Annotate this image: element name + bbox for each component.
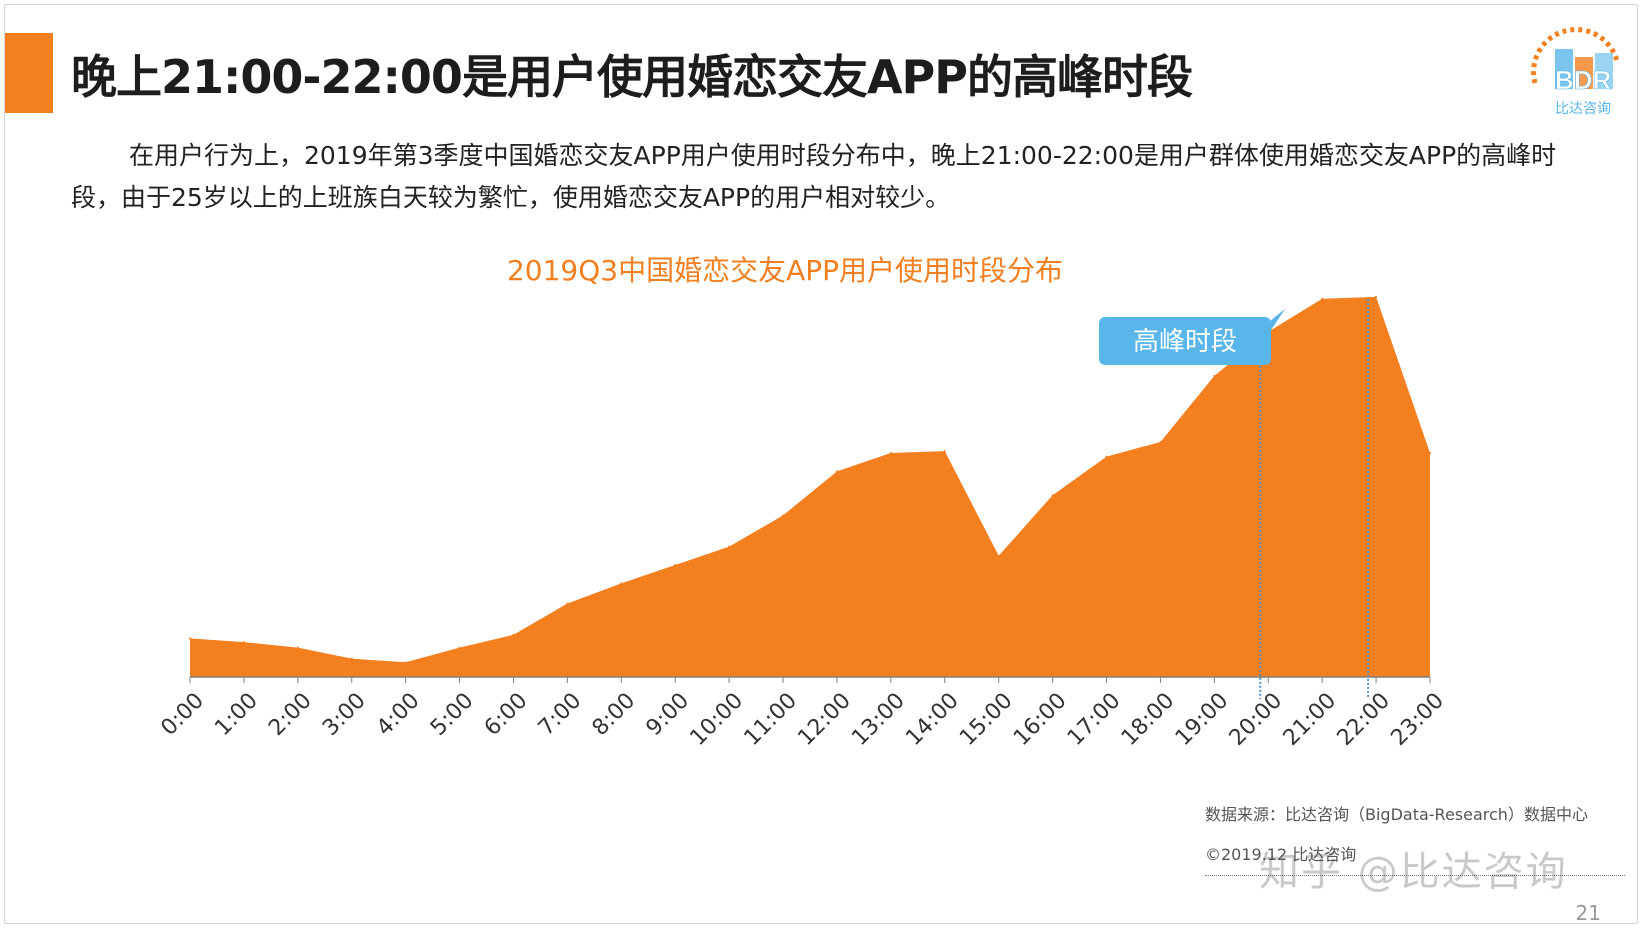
data-point-16	[1051, 494, 1054, 497]
x-tick-label-19: 19:00	[1171, 688, 1234, 751]
area-series	[190, 296, 1430, 677]
data-point-10	[728, 545, 731, 548]
data-point-17	[1105, 455, 1108, 458]
x-tick-label-12: 12:00	[793, 688, 856, 751]
watermark: 知乎 @比达咨询	[1259, 849, 1568, 895]
x-tick-label-1: 1:00	[210, 688, 263, 741]
data-point-1	[242, 641, 245, 644]
logo-text: BDR	[1555, 65, 1612, 95]
data-point-2	[296, 646, 299, 649]
x-tick-label-14: 14:00	[901, 688, 964, 751]
data-point-13	[889, 451, 892, 454]
x-tick-label-22: 22:00	[1333, 688, 1396, 751]
data-point-18	[1159, 440, 1162, 443]
data-point-3	[350, 657, 353, 660]
title-accent-bar	[5, 33, 53, 113]
data-point-4	[404, 661, 407, 664]
data-point-9	[674, 563, 677, 566]
x-tick-label-5: 5:00	[426, 688, 479, 741]
page-title: 晚上21:00-22:00是用户使用婚恋交友APP的高峰时段	[71, 50, 1193, 104]
x-tick-label-16: 16:00	[1009, 688, 1072, 751]
x-tick-label-2: 2:00	[264, 688, 317, 741]
callout-box	[1099, 317, 1271, 365]
footnote-divider	[1205, 875, 1625, 876]
x-tick-label-4: 4:00	[372, 688, 425, 741]
data-point-11	[782, 514, 785, 517]
data-source: 数据来源：比达咨询（BigData-Research）数据中心	[1205, 805, 1588, 824]
x-tick-label-23: 23:00	[1386, 688, 1449, 751]
data-point-15	[997, 554, 1000, 557]
data-point-8	[620, 582, 623, 585]
x-tick-label-3: 3:00	[318, 688, 371, 741]
data-point-12	[835, 470, 838, 473]
x-tick-label-18: 18:00	[1117, 688, 1180, 751]
chart-title: 2019Q3中国婚恋交友APP用户使用时段分布	[507, 254, 1063, 287]
copyright: ©2019.12 比达咨询	[1205, 845, 1357, 864]
x-tick-label-20: 20:00	[1225, 688, 1288, 751]
x-tick-label-8: 8:00	[588, 688, 641, 741]
x-tick-label-15: 15:00	[955, 688, 1018, 751]
data-point-14	[943, 450, 946, 453]
x-tick-label-10: 10:00	[686, 688, 749, 751]
x-tick-label-21: 21:00	[1279, 688, 1342, 751]
usage-time-chart: 2019Q3中国婚恋交友APP用户使用时段分布 0:00 1:00 2:00 3:00…	[156, 254, 1449, 751]
callout-label: 高峰时段	[1133, 327, 1237, 357]
data-point-0	[189, 637, 191, 640]
x-tick-label-6: 6:00	[480, 688, 533, 741]
x-tick-label-11: 11:00	[740, 688, 803, 751]
x-tick-label-7: 7:00	[534, 688, 587, 741]
description-text: 在用户行为上，2019年第3季度中国婚恋交友APP用户使用时段分布中，晚上21:…	[71, 141, 1557, 212]
data-point-19	[1213, 374, 1216, 377]
data-point-22	[1375, 295, 1378, 298]
data-point-6	[512, 633, 515, 636]
x-tick-label-17: 17:00	[1063, 688, 1126, 751]
slide: 晚上21:00-22:00是用户使用婚恋交友APP的高峰时段 BDR 比达咨询 …	[4, 4, 1638, 925]
data-point-7	[566, 602, 569, 605]
data-point-23	[1429, 451, 1431, 454]
logo-subtitle: 比达咨询	[1555, 101, 1611, 117]
x-tick-label-13: 13:00	[847, 688, 910, 751]
x-tick-label-0: 0:00	[156, 688, 209, 741]
bdr-logo: BDR 比达咨询	[1517, 23, 1627, 123]
data-point-5	[458, 646, 461, 649]
data-point-21	[1321, 297, 1324, 300]
page-number: 21	[1575, 901, 1601, 925]
